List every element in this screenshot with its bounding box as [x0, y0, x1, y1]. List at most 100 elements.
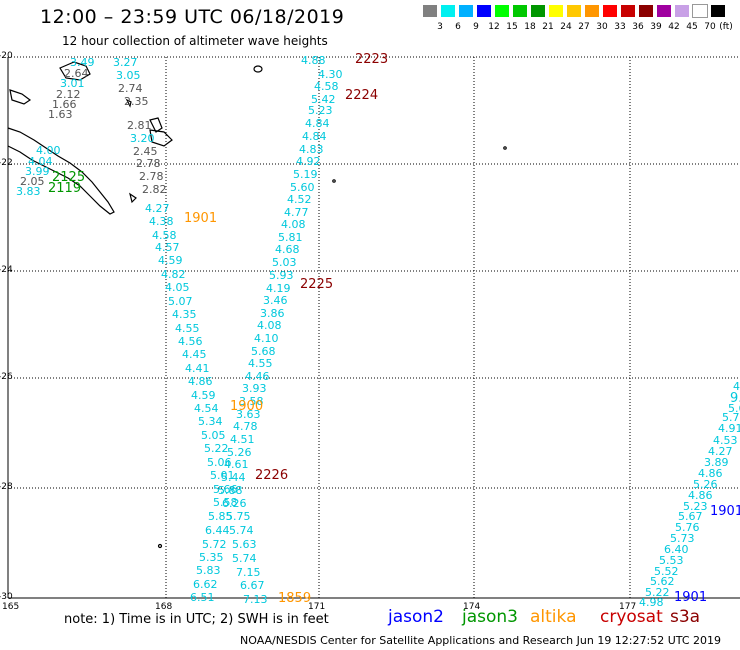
wave-height-value: 5.42: [311, 93, 336, 106]
wave-height-value: 5.05: [201, 429, 226, 442]
wave-height-value: 1.66: [52, 98, 77, 111]
wave-height-value: 6.44: [205, 524, 230, 537]
pass-time-label: 1901: [184, 211, 218, 226]
scale-swatch: [602, 4, 618, 18]
islet-south: [157, 543, 163, 549]
wave-height-value: 3.86: [260, 307, 285, 320]
wave-height-value: 5.67: [678, 510, 703, 523]
wave-height-value: 4.92: [296, 155, 321, 168]
scale-label: 3: [437, 22, 443, 32]
scale-swatch: [656, 4, 672, 18]
wave-height-value: 4.54: [194, 402, 219, 415]
wave-height-value: 5.52: [654, 565, 679, 578]
page-subtitle: 12 hour collection of altimeter wave hei…: [62, 34, 328, 48]
wave-height-value: 4.59: [158, 254, 183, 267]
legend-s3a: s3a: [670, 607, 701, 627]
pass-time-label: 2225: [300, 277, 334, 292]
graticule: [8, 56, 740, 599]
wave-height-value: 4.84: [302, 130, 327, 143]
wave-height-value: 3.27: [113, 56, 138, 69]
wave-height-value: 5.34: [198, 415, 223, 428]
pass-time-label: 1900: [230, 399, 264, 414]
islet-north: [125, 98, 132, 108]
wave-height-value: 5.76: [722, 411, 740, 424]
wave-height-value: 5.72: [202, 538, 227, 551]
wave-height-value: 4.53: [713, 434, 738, 447]
scale-label: 42: [668, 22, 680, 32]
wave-height-value: 5.01: [210, 469, 235, 482]
coastlines: [7, 61, 507, 549]
wave-height-value: 3.93: [242, 382, 267, 395]
wave-height-value: 2.81: [127, 119, 152, 132]
scale-swatch: [674, 4, 690, 18]
wave-height-value: 4.61: [224, 458, 249, 471]
legend-altika: altika: [530, 607, 577, 627]
lon-label: 165: [2, 602, 20, 612]
lat-label: -24: [0, 265, 13, 275]
loyalty-island-4: [149, 129, 173, 147]
loyalty-island-2: [9, 89, 32, 105]
wave-height-value: 5.81: [278, 231, 303, 244]
scale-unit: (ft): [719, 22, 733, 32]
wave-height-value: 5.35: [199, 551, 224, 564]
lat-label: -28: [0, 482, 13, 492]
wave-height-value: 5.93: [269, 269, 294, 282]
wave-height-value: 4.46: [245, 370, 270, 383]
scale-swatch: [620, 4, 636, 18]
lat-label: -22: [0, 158, 13, 168]
wave-height-value: 5.68: [251, 345, 276, 358]
wave-height-value: 4.83: [299, 143, 324, 156]
scale-swatch: [692, 4, 708, 18]
wave-height-value: 5.88: [218, 484, 243, 497]
pass-time-label: 1901: [674, 590, 708, 605]
scale-swatch: [530, 4, 546, 18]
wave-height-value: 4.04: [28, 155, 53, 168]
wave-height-value: 5.22: [645, 586, 670, 599]
scale-swatch: [710, 4, 726, 18]
wave-height-value: 4.35: [172, 308, 197, 321]
new-caledonia-coast: [7, 127, 115, 215]
wave-height-value: 5.44: [221, 471, 246, 484]
loyalty-island-1: [59, 61, 91, 81]
scale-label: 6: [455, 22, 461, 32]
scale-swatch: [476, 4, 492, 18]
scale-label: 45: [686, 22, 698, 32]
wave-height-value: 4.38: [149, 215, 174, 228]
wave-height-value: 5.76: [675, 521, 700, 534]
wave-height-value: 4.56: [178, 335, 203, 348]
wave-height-value: 5.26: [693, 478, 718, 491]
scale-label: 24: [560, 22, 572, 32]
pass-time-label: 2224: [345, 88, 379, 103]
wave-height-value: 5.83: [196, 564, 221, 577]
pass-time-label: 2125: [52, 170, 86, 185]
wave-height-value: 2.05: [20, 175, 45, 188]
wave-height-value: 5.74: [232, 552, 257, 565]
scale-swatch: [548, 4, 564, 18]
walpole-island: [253, 65, 263, 73]
legend-cryosat: cryosat: [600, 607, 663, 627]
wave-height-value: 4.58: [314, 80, 339, 93]
wave-height-value: 5.60: [290, 181, 315, 194]
wave-height-value: 5.73: [670, 532, 695, 545]
wave-height-value: 1.63: [48, 108, 73, 121]
scale-label: 12: [488, 22, 500, 32]
wave-height-value: 2.78: [139, 170, 164, 183]
wave-height-value: 4.19: [266, 282, 291, 295]
wave-height-value: 4.78: [233, 420, 258, 433]
scale-swatch: [494, 4, 510, 18]
pass-time-label: 2223: [355, 52, 389, 67]
legend-jason2: jason2: [388, 607, 444, 627]
scale-swatch: [512, 4, 528, 18]
scale-swatch: [638, 4, 654, 18]
wave-height-value: 5.06: [207, 456, 232, 469]
wave-height-value: 6.51: [190, 591, 215, 604]
scale-swatch: [440, 4, 456, 18]
wave-height-value: 5.07: [168, 295, 193, 308]
wave-height-value: 4.98: [639, 596, 664, 609]
wave-height-value: 5.63: [232, 538, 257, 551]
scale-label: 9: [473, 22, 479, 32]
scale-swatch: [584, 4, 600, 18]
wave-height-value: 4.88: [301, 54, 326, 67]
wave-height-value: 4.10: [254, 332, 279, 345]
